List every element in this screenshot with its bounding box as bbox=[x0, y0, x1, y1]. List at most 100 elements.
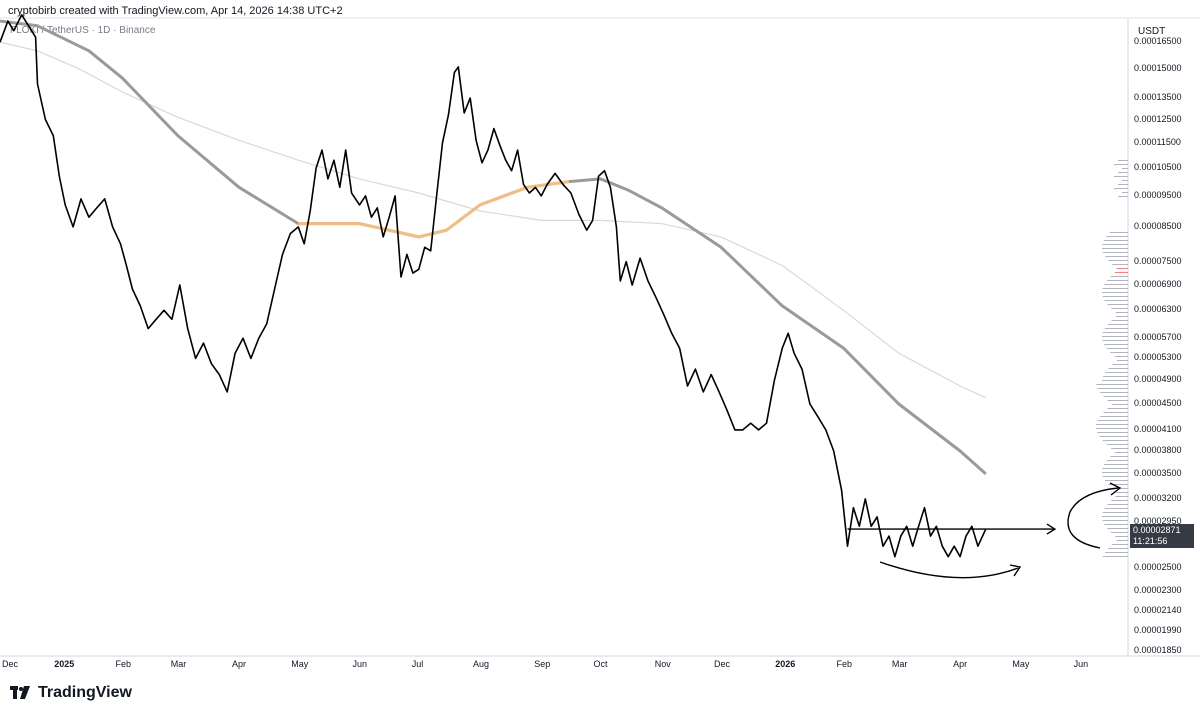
volume-profile-bar bbox=[1114, 164, 1128, 165]
price-tick-label: 0.00003800 bbox=[1134, 445, 1182, 456]
volume-profile-bar bbox=[1111, 404, 1128, 405]
volume-profile-bar bbox=[1103, 240, 1128, 241]
volume-profile-bar bbox=[1102, 288, 1128, 289]
symbol-label: FLOKI / TetherUS · 1D · Binance bbox=[10, 25, 156, 36]
time-tick-label: Dec bbox=[714, 659, 731, 669]
time-tick-label: Jun bbox=[1073, 659, 1089, 669]
volume-profile-bar bbox=[1114, 176, 1128, 177]
volume-profile-bar bbox=[1104, 328, 1128, 329]
price-tick-label: 0.00012500 bbox=[1134, 113, 1182, 124]
currency-label: USDT bbox=[1138, 26, 1166, 37]
price-tick-label: 0.00016500 bbox=[1134, 36, 1182, 47]
volume-profile-bar bbox=[1108, 260, 1128, 261]
volume-profile-bar bbox=[1103, 252, 1128, 253]
volume-profile-bar bbox=[1100, 416, 1128, 417]
volume-profile-bar bbox=[1102, 520, 1128, 521]
price-tick-label: 0.00002950 bbox=[1134, 515, 1182, 526]
volume-profile-bar bbox=[1102, 472, 1128, 473]
volume-profile-bar bbox=[1109, 232, 1128, 233]
ma-short-highlight bbox=[298, 180, 570, 239]
volume-profile-bar bbox=[1118, 172, 1128, 173]
volume-profile-bar bbox=[1104, 300, 1128, 301]
volume-profile-bar bbox=[1102, 556, 1128, 557]
volume-profile-bar bbox=[1111, 308, 1128, 309]
volume-profile-bar bbox=[1106, 460, 1128, 461]
volume-profile-bar bbox=[1097, 388, 1128, 389]
volume-profile-bar bbox=[1105, 256, 1128, 257]
volume-profile bbox=[1096, 160, 1128, 557]
time-tick-label: May bbox=[1012, 659, 1030, 669]
price-tick-label: 0.00005700 bbox=[1134, 332, 1182, 343]
volume-profile-bar bbox=[1103, 376, 1128, 377]
volume-profile-bar bbox=[1110, 532, 1128, 533]
volume-profile-bar bbox=[1107, 484, 1128, 485]
volume-profile-bar bbox=[1104, 480, 1128, 481]
last-price-value: 0.00002871 bbox=[1133, 525, 1181, 535]
time-tick-label: Jun bbox=[352, 659, 368, 669]
volume-profile-bar bbox=[1102, 516, 1128, 517]
volume-profile-bar bbox=[1115, 536, 1128, 537]
curved-arrow-up-head bbox=[1009, 564, 1022, 577]
volume-profile-bar bbox=[1097, 420, 1128, 421]
time-tick-label: Dec bbox=[2, 659, 19, 669]
volume-profile-bar bbox=[1107, 304, 1128, 305]
time-tick-label: Mar bbox=[891, 659, 908, 669]
volume-profile-bar bbox=[1097, 432, 1128, 433]
support-line-arrowhead bbox=[1046, 523, 1057, 535]
time-tick-label: May bbox=[291, 659, 309, 669]
volume-profile-bar bbox=[1103, 412, 1128, 413]
annotation-layer bbox=[847, 482, 1122, 579]
price-tick-label: 0.00002140 bbox=[1134, 604, 1182, 615]
volume-profile-bar bbox=[1102, 336, 1128, 337]
price-tick-label: 0.00006900 bbox=[1134, 278, 1182, 289]
volume-profile-bar bbox=[1102, 380, 1128, 381]
volume-profile-bar bbox=[1096, 428, 1128, 429]
price-tick-label: 0.00008500 bbox=[1134, 220, 1182, 231]
volume-profile-bar bbox=[1110, 456, 1128, 457]
volume-profile-bar bbox=[1102, 292, 1128, 293]
volume-profile-bar bbox=[1106, 444, 1128, 445]
volume-profile-bar bbox=[1118, 196, 1128, 197]
volume-profile-bar bbox=[1103, 396, 1128, 397]
volume-profile-bar bbox=[1111, 500, 1128, 501]
volume-profile-bar bbox=[1102, 244, 1128, 245]
volume-profile-bar bbox=[1116, 540, 1128, 541]
time-tick-label: Nov bbox=[654, 659, 671, 669]
volume-profile-bar bbox=[1114, 452, 1128, 453]
volume-profile-bar bbox=[1102, 340, 1128, 341]
volume-profile-bar bbox=[1104, 508, 1128, 509]
time-tick-label: Mar bbox=[170, 659, 187, 669]
volume-profile-bar bbox=[1118, 160, 1128, 161]
volume-profile-bar bbox=[1112, 544, 1128, 545]
curved-arrow-up bbox=[879, 561, 1019, 579]
u-turn-arrow bbox=[1067, 487, 1119, 549]
volume-profile-bar bbox=[1108, 368, 1128, 369]
volume-profile-bar bbox=[1107, 400, 1128, 401]
volume-profile-bar bbox=[1116, 360, 1128, 361]
last-price-badge: 0.00002871 11:21:56 bbox=[1130, 524, 1194, 548]
time-tick-label: Feb bbox=[836, 659, 853, 669]
volume-profile-bar bbox=[1122, 192, 1128, 193]
volume-profile-bar bbox=[1115, 496, 1128, 497]
volume-profile-bar bbox=[1102, 332, 1128, 333]
chart-header: cryptobirb created with TradingView.com,… bbox=[8, 5, 343, 17]
volume-profile-bar bbox=[1112, 264, 1128, 265]
ma-long-line bbox=[0, 41, 987, 399]
volume-profile-bar bbox=[1115, 312, 1128, 313]
volume-profile-bar bbox=[1102, 468, 1128, 469]
price-tick-label: 0.00009500 bbox=[1134, 189, 1182, 200]
volume-profile-bar bbox=[1107, 528, 1128, 529]
price-tick-label: 0.00004900 bbox=[1134, 374, 1182, 385]
volume-profile-bar bbox=[1110, 352, 1128, 353]
price-tick-label: 0.00006300 bbox=[1134, 304, 1182, 315]
price-tick-label: 0.00002500 bbox=[1134, 561, 1182, 572]
volume-profile-bar bbox=[1116, 492, 1128, 493]
volume-profile-bar bbox=[1114, 188, 1128, 189]
volume-profile-bar bbox=[1100, 392, 1128, 393]
price-line bbox=[0, 14, 987, 558]
u-turn-arrow-head bbox=[1109, 482, 1122, 496]
series-layer bbox=[0, 14, 987, 558]
volume-profile-bar bbox=[1112, 364, 1128, 365]
price-tick-label: 0.00003500 bbox=[1134, 467, 1182, 478]
